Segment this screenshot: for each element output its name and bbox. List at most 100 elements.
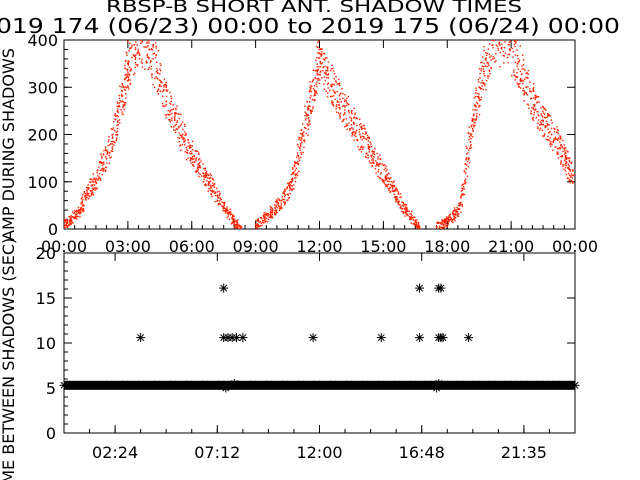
top-scatter-point	[274, 207, 276, 210]
top-scatter-point	[336, 100, 339, 102]
top-scatter-point	[165, 89, 167, 91]
top-scatter-point	[207, 173, 209, 176]
top-scatter-point	[372, 157, 374, 160]
top-scatter-point	[239, 228, 242, 229]
top-data-point	[393, 190, 395, 192]
top-scatter-point	[120, 86, 123, 88]
top-scatter-point	[152, 46, 154, 48]
top-scatter-point	[409, 216, 411, 218]
top-scatter-point	[184, 144, 186, 146]
top-scatter-point	[446, 216, 448, 218]
top-scatter-point	[368, 137, 371, 139]
top-scatter-point	[217, 197, 219, 199]
top-scatter-point	[509, 40, 512, 43]
top-scatter-point	[286, 193, 288, 196]
top-scatter-point	[470, 133, 473, 135]
top-scatter-point	[532, 108, 535, 110]
top-scatter-point	[542, 110, 544, 112]
top-scatter-point	[116, 109, 119, 112]
top-scatter-point	[75, 218, 78, 220]
top-scatter-point	[467, 158, 470, 161]
top-scatter-point	[460, 211, 462, 213]
top-scatter-point	[295, 167, 298, 169]
top-scatter-point	[163, 84, 165, 87]
top-scatter-point	[199, 164, 201, 167]
top-scatter-point	[309, 89, 311, 91]
top-scatter-point	[469, 147, 471, 150]
top-scatter-point	[377, 170, 379, 173]
top-scatter-point	[283, 193, 285, 195]
top-scatter-point	[137, 51, 139, 54]
top-scatter-point	[379, 158, 382, 160]
top-scatter-point	[537, 122, 539, 125]
top-scatter-point	[219, 194, 221, 196]
top-scatter-point	[320, 63, 323, 65]
top-scatter-point	[117, 102, 119, 105]
top-scatter-point	[348, 127, 351, 130]
top-scatter-point	[73, 212, 76, 214]
top-scatter-point	[113, 144, 115, 146]
top-scatter-point	[314, 70, 316, 72]
top-scatter-point	[471, 117, 473, 120]
top-scatter-point	[124, 89, 126, 91]
top-ytick-label: 300	[27, 78, 58, 97]
top-scatter-point	[500, 48, 503, 50]
top-data-point	[484, 58, 487, 60]
bottom-baseline-point	[570, 380, 580, 390]
top-scatter-point	[326, 67, 329, 69]
top-scatter-point	[203, 172, 205, 174]
top-scatter-point	[562, 139, 564, 142]
top-scatter-point	[92, 181, 94, 183]
top-scatter-point	[456, 211, 459, 213]
top-scatter-point	[96, 187, 98, 189]
top-scatter-point	[122, 85, 125, 87]
top-scatter-point	[80, 212, 82, 214]
top-scatter-point	[386, 180, 389, 182]
top-scatter-point	[469, 145, 472, 147]
top-scatter-point	[553, 139, 556, 141]
top-scatter-point	[138, 53, 141, 56]
top-scatter-point	[216, 187, 218, 190]
top-scatter-point	[460, 196, 462, 198]
top-scatter-point	[123, 102, 126, 104]
top-scatter-point	[282, 192, 284, 194]
top-scatter-point	[270, 206, 273, 209]
top-scatter-point	[530, 110, 532, 112]
top-data-point	[190, 152, 193, 155]
top-scatter-point	[237, 225, 239, 227]
top-scatter-point	[409, 218, 411, 221]
top-scatter-point	[324, 57, 327, 59]
top-scatter-point	[450, 218, 452, 221]
top-scatter-point	[362, 135, 364, 138]
top-scatter-point	[473, 124, 476, 127]
top-scatter-point	[232, 224, 235, 226]
top-scatter-point	[493, 40, 495, 42]
top-scatter-point	[306, 100, 308, 103]
top-scatter-point	[211, 189, 213, 191]
top-scatter-point	[307, 108, 309, 111]
top-scatter-point	[225, 210, 227, 213]
top-scatter-point	[73, 217, 76, 220]
top-scatter-point	[508, 48, 511, 50]
top-scatter-point	[353, 123, 356, 125]
top-scatter-point	[325, 70, 327, 72]
top-scatter-point	[82, 208, 85, 210]
top-scatter-point	[151, 73, 153, 75]
top-scatter-point	[471, 127, 474, 130]
top-scatter-point	[312, 78, 315, 81]
top-scatter-point	[373, 152, 375, 154]
top-scatter-point	[419, 228, 421, 229]
top-scatter-point	[545, 126, 547, 128]
top-scatter-point	[78, 211, 80, 213]
bottom-outlier-point	[415, 283, 425, 293]
top-scatter-point	[176, 105, 178, 107]
top-scatter-point	[79, 213, 81, 215]
top-scatter-series	[64, 40, 575, 229]
top-scatter-point	[479, 105, 481, 107]
top-scatter-point	[359, 146, 362, 148]
top-data-point	[459, 204, 461, 207]
top-scatter-point	[222, 205, 225, 207]
top-scatter-point	[474, 109, 476, 111]
top-scatter-point	[403, 208, 406, 210]
top-scatter-point	[478, 106, 480, 108]
